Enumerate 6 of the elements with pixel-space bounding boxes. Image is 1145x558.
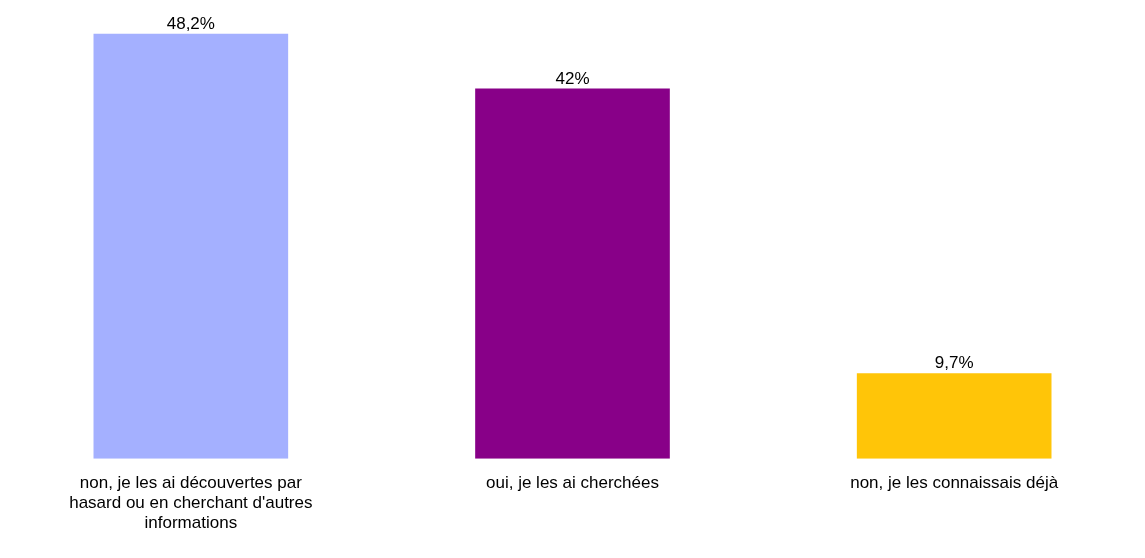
x-tick-label: non, je les ai découvertes par hasard ou en cherchant d'autres informations: [69, 472, 313, 533]
data-label: 48,2%: [166, 14, 215, 34]
x-tick-label: non, je les connaissais déjà: [850, 472, 1059, 492]
data-label: 42%: [555, 68, 590, 88]
data-label: 9,7%: [934, 353, 974, 373]
x-tick-label: oui, je les ai cherchées: [486, 472, 659, 492]
